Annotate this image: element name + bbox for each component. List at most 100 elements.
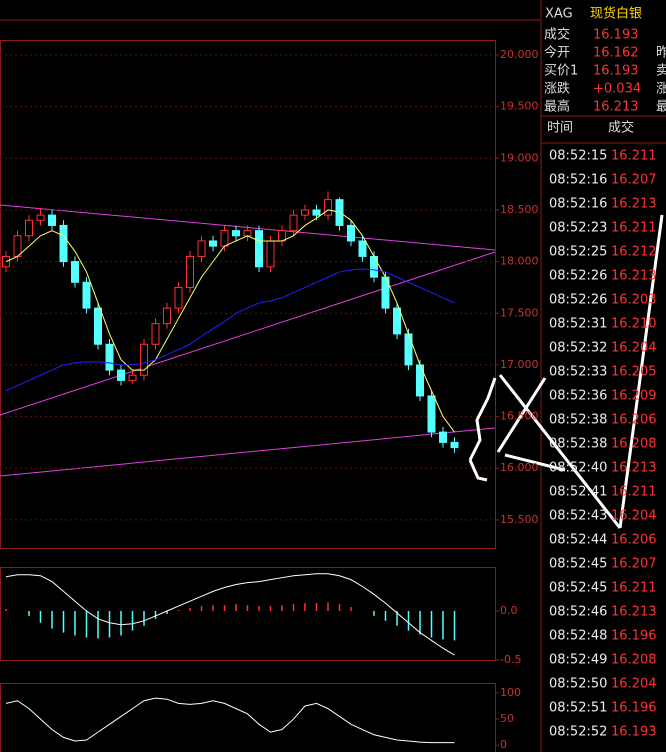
trade-time: 08:52:33 [549,365,607,380]
candle-body [209,240,217,247]
candle-body [163,307,171,325]
candle-body [370,255,378,278]
series-line [5,573,455,656]
candle-body [36,214,45,221]
trade-time: 08:52:41 [549,485,607,500]
y-tick-label: 16.500 [500,410,539,423]
trade-time: 08:52:25 [549,245,607,260]
y-tick-label: 16.000 [500,461,539,474]
y-tick-label: 15.500 [500,513,539,526]
trade-price: 16.204 [611,341,657,356]
trade-price: 16.213 [611,269,657,284]
trade-price: 16.203 [611,293,657,308]
trade-time: 08:52:51 [549,701,607,716]
candle-body [312,209,321,216]
candle-body [301,209,309,216]
trade-price: 16.204 [611,677,657,692]
trade-time: 08:52:32 [549,341,607,356]
y-tick-label: 50 [500,712,514,725]
macd-frame [0,567,496,661]
candle-body [450,441,459,449]
candle-body [151,323,160,345]
candle-body [243,230,252,237]
y-tick-label: 18.000 [500,255,539,268]
y-tick-label: 18.500 [500,203,539,216]
trade-price: 16.212 [611,245,657,260]
trade-price: 16.209 [611,389,657,404]
trade-price: 16.207 [611,173,657,188]
trade-price: 16.213 [611,197,657,212]
y-tick-label: 20.000 [500,48,539,61]
quote-label: 买价1 [544,64,578,79]
candle-body [25,219,33,237]
quote-value: 16.213 [593,100,639,115]
candle-body [48,214,56,226]
quote-value: +0.034 [593,82,641,97]
candle-body [324,199,332,216]
quote-label-cut: 卖 [656,64,666,79]
candle-body [289,214,298,232]
trade-time: 08:52:23 [549,221,607,236]
trade-time: 08:52:52 [549,725,607,740]
candle-body [140,343,148,376]
y-tick-label: 100 [500,686,521,699]
trade-price: 16.210 [611,317,657,332]
trade-time: 08:52:38 [549,413,607,428]
y-tick-label: 19.000 [500,151,539,164]
annotation-arrows [468,214,664,529]
y-tick-label: 0 [500,738,507,751]
candle-body [266,240,275,268]
trade-price: 16.196 [611,701,657,716]
trade-time: 08:52:43 [549,509,607,524]
trade-price: 16.211 [611,221,657,236]
candle-body [105,343,114,371]
candle-body [197,240,206,257]
candle-body [186,255,194,288]
trade-price: 16.206 [611,533,657,548]
trade-time: 08:52:16 [549,197,607,212]
trade-price: 16.207 [611,557,657,572]
candle-body [427,395,436,433]
trade-time: 08:52:40 [549,461,607,476]
trade-time: 08:52:49 [549,653,607,668]
candle-body [393,307,401,335]
candle-body [404,333,413,366]
y-tick-label: -0.5 [500,653,521,666]
candle-body [128,374,137,381]
trade-price: 16.205 [611,365,657,380]
trade-time: 08:52:31 [549,317,607,332]
trade-price: 16.196 [611,629,657,644]
trade-time: 08:52:48 [549,629,607,644]
candle-body [13,235,22,257]
y-tick-label: 17.500 [500,306,539,319]
candle-body [71,261,79,283]
candle-body [59,224,68,263]
candle-body [174,286,183,309]
quote-label: 今开 [544,45,570,61]
trade-time: 08:52:16 [549,173,607,188]
trade-price: 16.211 [611,581,657,596]
candle-body [255,230,263,268]
quote-value: 16.193 [593,64,639,79]
series-line [5,697,455,744]
trade-price: 16.211 [611,149,657,164]
trade-time: 08:52:26 [549,269,607,284]
trade-price: 16.213 [611,461,657,476]
candle-body [347,224,355,242]
trade-price: 16.213 [611,605,657,620]
kdj-frame [0,683,496,752]
trade-price: 16.208 [611,653,657,668]
y-tick-label: 17.000 [500,358,539,371]
y-tick-label: 19.500 [500,100,539,113]
trade-header: 时间 [547,121,573,136]
trade-time: 08:52:26 [549,293,607,308]
trade-time: 08:52:44 [549,533,607,548]
candle-body [117,369,125,381]
candle-body [82,281,91,309]
main-frame [0,40,496,549]
candle-body [358,240,367,257]
trade-header: 成交 [608,120,634,136]
y-tick-label: 0.0 [500,604,518,617]
